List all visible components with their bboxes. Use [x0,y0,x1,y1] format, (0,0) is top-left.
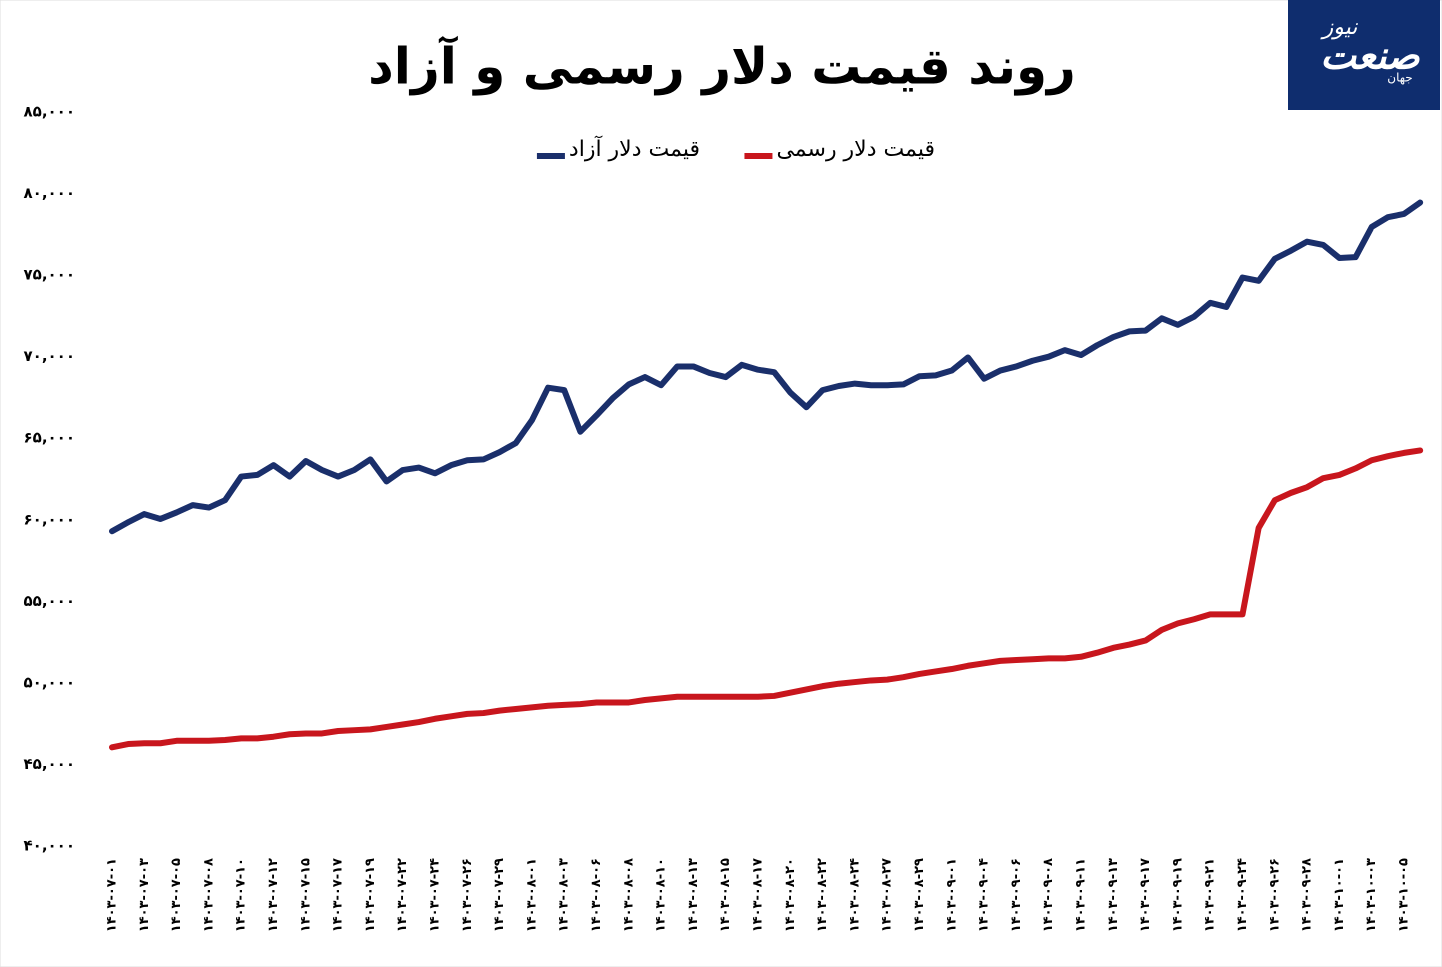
logo-box [1288,0,1440,110]
x-tick-label: ۱۴۰۳-۰۷-۲۴ [428,858,443,932]
x-tick-label: ۱۴۰۳-۰۸-۲۴ [847,858,862,932]
x-tick-label: ۱۴۰۳-۰۷-۲۶ [460,858,475,932]
x-tick-label: ۱۴۰۳-۰۹-۰۶ [1009,858,1024,932]
logo-top: جهان [1387,71,1412,85]
x-tick-label: ۱۴۰۳-۰۹-۱۷ [1138,858,1153,932]
x-tick-label: ۱۴۰۳-۰۸-۰۱ [524,858,539,932]
x-tick-label: ۱۴۰۳-۰۸-۲۹ [912,858,927,932]
x-tick-label: ۱۴۰۳-۰۷-۱۰ [234,858,249,932]
legend-label: قیمت دلار آزاد [569,135,700,162]
x-tick-label: ۱۴۰۳-۰۷-۰۸ [201,858,216,932]
x-tick-label: ۱۴۰۳-۰۷-۰۵ [169,858,184,932]
x-tick-label: ۱۴۰۳-۰۷-۱۹ [363,858,378,932]
data-line [109,199,1424,535]
y-tick-label: ۴۰,۰۰۰ [24,837,75,855]
x-tick-label: ۱۴۰۳-۰۸-۰۳ [557,858,572,932]
x-tick-label: ۱۴۰۳-۰۸-۰۸ [621,858,636,932]
x-tick-label: ۱۴۰۳-۰۹-۰۴ [977,858,992,932]
x-tick-label: ۱۴۰۳-۱۰-۰۵ [1397,858,1412,932]
x-tick-label: ۱۴۰۳-۰۸-۱۳ [686,858,701,932]
x-tick-label: ۱۴۰۳-۰۸-۱۷ [751,858,766,932]
x-tick-label: ۱۴۰۳-۰۷-۱۵ [298,858,313,932]
logo: جهان صنعت نیوز [1288,0,1440,110]
y-tick-label: ۷۵,۰۰۰ [24,266,75,284]
y-tick-label: ۶۰,۰۰۰ [24,510,75,528]
x-tick-label: ۱۴۰۳-۰۹-۲۱ [1203,858,1218,932]
x-tick-label: ۱۴۰۳-۱۰-۰۱ [1332,858,1347,932]
logo-main: صنعت [1320,34,1421,78]
x-tick-label: ۱۴۰۳-۰۹-۱۹ [1170,858,1185,932]
y-tick-label: ۴۵,۰۰۰ [24,755,75,773]
x-tick-label: ۱۴۰۳-۰۸-۲۷ [880,858,895,932]
data-line [109,447,1424,751]
x-tick-label: ۱۴۰۳-۰۹-۱۱ [1074,858,1089,932]
x-tick-label: ۱۴۰۳-۰۷-۰۱ [105,858,120,932]
x-tick-label: ۱۴۰۳-۰۹-۲۶ [1267,858,1282,932]
x-tick-label: ۱۴۰۳-۰۸-۲۰ [783,858,798,932]
x-tick-label: ۱۴۰۳-۰۹-۲۸ [1300,858,1315,932]
x-tick-label: ۱۴۰۳-۰۹-۲۴ [1235,858,1250,932]
legend-label: قیمت دلار رسمی [776,137,935,162]
chart-title: روند قیمت دلار رسمی و آزاد [368,36,1076,97]
x-tick-label: ۱۴۰۳-۰۸-۲۲ [815,858,830,932]
x-tick-label: ۱۴۰۳-۰۸-۰۶ [589,858,604,932]
x-tick-label: ۱۴۰۳-۰۹-۰۱ [944,858,959,932]
y-tick-label: ۵۵,۰۰۰ [24,592,75,610]
x-tick-label: ۱۴۰۳-۰۸-۱۵ [718,858,733,932]
x-tick-label: ۱۴۰۳-۰۷-۰۳ [137,858,152,932]
logo-sub: نیوز [1320,15,1359,40]
x-tick-label: ۱۴۰۳-۰۷-۱۷ [331,858,346,932]
x-tick-label: ۱۴۰۳-۱۰-۰۳ [1364,858,1379,932]
x-tick-label: ۱۴۰۳-۰۹-۰۸ [1041,858,1056,932]
x-tick-label: ۱۴۰۳-۰۷-۲۹ [492,858,507,932]
y-tick-label: ۸۰,۰۰۰ [24,184,75,202]
y-tick-label: ۸۵,۰۰۰ [24,103,75,121]
y-tick-label: ۷۰,۰۰۰ [24,347,75,365]
x-tick-label: ۱۴۰۳-۰۸-۱۰ [654,858,669,932]
y-tick-label: ۵۰,۰۰۰ [24,673,75,691]
x-tick-label: ۱۴۰۳-۰۹-۱۳ [1106,858,1121,932]
x-tick-label: ۱۴۰۳-۰۷-۱۲ [266,858,281,932]
y-tick-label: ۶۵,۰۰۰ [24,429,75,447]
x-tick-label: ۱۴۰۳-۰۷-۲۲ [395,858,410,932]
